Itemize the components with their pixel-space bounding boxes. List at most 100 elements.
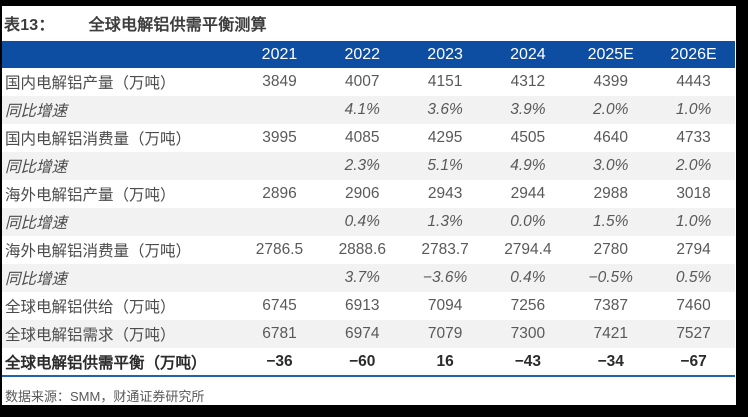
- value-cell: 7300: [486, 320, 570, 348]
- row-label: 海外电解铝消费量（万吨）: [5, 243, 192, 260]
- value-cell: 5.1%: [403, 152, 487, 180]
- row-label: 同比增速: [2, 264, 239, 292]
- value-cell: 1.5%: [569, 208, 653, 236]
- value-cell: 4733: [676, 129, 711, 146]
- value-cell: 4505: [510, 129, 546, 146]
- value-cell: 6781: [238, 320, 321, 348]
- table-row: 全球电解铝供给（万吨） 6745 6913 7094 7256 7387 7460: [2, 292, 735, 320]
- value-cell: 7094: [427, 297, 463, 314]
- value-cell: 7387: [593, 297, 628, 314]
- value-cell: 7527: [652, 320, 735, 348]
- value-cell: 2794.4: [504, 241, 552, 258]
- value-cell: 3.9%: [486, 96, 570, 124]
- value-cell: 2794: [676, 241, 711, 258]
- header-year-2022: 2022: [320, 41, 404, 68]
- table-row: 国内电解铝产量（万吨） 3849 4007 4151 4312 4399 4443: [2, 68, 735, 96]
- table-row: 同比增速 2.3% 5.1% 4.9% 3.0% 2.0%: [2, 152, 735, 180]
- value-cell: 7460: [676, 297, 711, 314]
- table-row: 同比增速 4.1% 3.6% 3.9% 2.0% 1.0%: [2, 96, 735, 124]
- value-cell: 2896: [262, 185, 297, 202]
- value-cell: 0.4%: [486, 264, 570, 292]
- value-cell: 3.6%: [403, 96, 487, 124]
- value-cell: [238, 96, 321, 124]
- table-row: 同比增速 3.7% −3.6% 0.4% −0.5% 0.5%: [2, 264, 735, 292]
- value-cell: 4085: [345, 129, 380, 146]
- header-year-2024: 2024: [486, 41, 570, 68]
- report-table-figure: 表13： 全球电解铝供需平衡测算 2021 2022 2023 2024 2025…: [2, 6, 736, 405]
- value-cell: 7256: [510, 297, 546, 314]
- value-cell: [238, 208, 321, 236]
- value-cell: 3018: [676, 185, 711, 202]
- value-cell: 4640: [593, 129, 628, 146]
- value-cell: 0.5%: [652, 264, 735, 292]
- value-cell: 3.7%: [320, 264, 404, 292]
- value-cell: 4007: [345, 73, 380, 90]
- supply-demand-table: 2021 2022 2023 2024 2025E 2026E 国内电解铝产量（…: [2, 41, 735, 377]
- value-cell: 2.0%: [569, 96, 653, 124]
- value-cell: 2783.7: [421, 241, 469, 258]
- value-cell: 6913: [345, 297, 380, 314]
- value-cell: 1.3%: [403, 208, 487, 236]
- value-cell: 4312: [510, 73, 546, 90]
- table-row: 同比增速 0.4% 1.3% 0.0% 1.5% 1.0%: [2, 208, 735, 236]
- header-year-2026e: 2026E: [652, 41, 735, 68]
- value-cell: 3849: [262, 73, 297, 90]
- value-cell: −0.5%: [569, 264, 653, 292]
- value-cell: 2988: [593, 185, 628, 202]
- value-cell: 3995: [262, 129, 297, 146]
- row-label: 全球电解铝供需平衡（万吨）: [2, 348, 239, 377]
- value-cell: 2943: [427, 185, 463, 202]
- table-row: 海外电解铝产量（万吨） 2896 2906 2943 2944 2988 3018: [2, 180, 735, 208]
- value-cell: [238, 264, 321, 292]
- value-cell: 2.0%: [652, 152, 735, 180]
- table-row: 国内电解铝消费量（万吨） 3995 4085 4295 4505 4640 4733: [2, 124, 735, 152]
- value-cell: 1.0%: [652, 208, 735, 236]
- value-cell: −67: [652, 348, 735, 377]
- table-header-row: 2021 2022 2023 2024 2025E 2026E: [2, 41, 735, 68]
- value-cell: 2786.5: [255, 241, 304, 258]
- row-label: 同比增速: [2, 152, 239, 180]
- value-cell: −3.6%: [403, 264, 487, 292]
- value-cell: −34: [569, 348, 653, 377]
- row-label: 同比增速: [2, 96, 239, 124]
- row-label: 海外电解铝产量（万吨）: [5, 187, 176, 204]
- value-cell: −43: [486, 348, 570, 377]
- header-year-2023: 2023: [403, 41, 487, 68]
- value-cell: 3.0%: [569, 152, 653, 180]
- value-cell: 0.0%: [486, 208, 570, 236]
- row-label: 国内电解铝消费量（万吨）: [5, 131, 192, 148]
- value-cell: 0.4%: [320, 208, 404, 236]
- value-cell: 4399: [593, 73, 628, 90]
- table-title-text: 全球电解铝供需平衡测算: [88, 17, 267, 34]
- value-cell: −36: [238, 348, 321, 377]
- value-cell: 2888.6: [338, 241, 386, 258]
- header-year-2021: 2021: [238, 41, 321, 68]
- value-cell: −60: [320, 348, 404, 377]
- value-cell: 2944: [510, 185, 546, 202]
- table-body: 国内电解铝产量（万吨） 3849 4007 4151 4312 4399 4443 同比增速 4…: [2, 68, 735, 377]
- table-row: 全球电解铝需求（万吨） 6781 6974 7079 7300 7421 7527: [2, 320, 735, 348]
- value-cell: 4295: [427, 129, 463, 146]
- table-title: 表13： 全球电解铝供需平衡测算: [2, 6, 736, 41]
- value-cell: 2906: [345, 185, 380, 202]
- value-cell: 1.0%: [652, 96, 735, 124]
- table-row: 全球电解铝供需平衡（万吨） −36 −60 16 −43 −34 −67: [2, 348, 735, 377]
- data-source-note: 数据来源：SMM，财通证券研究所: [5, 389, 205, 404]
- value-cell: 6745: [262, 297, 297, 314]
- value-cell: [238, 152, 321, 180]
- value-cell: 16: [403, 348, 487, 377]
- value-cell: 4.1%: [320, 96, 404, 124]
- table-number-tag: 表13：: [4, 17, 55, 34]
- value-cell: 6974: [320, 320, 404, 348]
- value-cell: 4443: [676, 73, 711, 90]
- row-label: 全球电解铝需求（万吨）: [2, 320, 239, 348]
- value-cell: 4.9%: [486, 152, 570, 180]
- value-cell: 4151: [427, 73, 463, 90]
- header-corner-cell: [2, 41, 239, 68]
- header-year-2025e: 2025E: [569, 41, 653, 68]
- row-label: 全球电解铝供给（万吨）: [5, 299, 176, 316]
- row-label: 同比增速: [2, 208, 239, 236]
- value-cell: 7421: [569, 320, 653, 348]
- row-label: 国内电解铝产量（万吨）: [5, 75, 176, 92]
- table-row: 海外电解铝消费量（万吨） 2786.5 2888.6 2783.7 2794.4 2780…: [2, 236, 735, 264]
